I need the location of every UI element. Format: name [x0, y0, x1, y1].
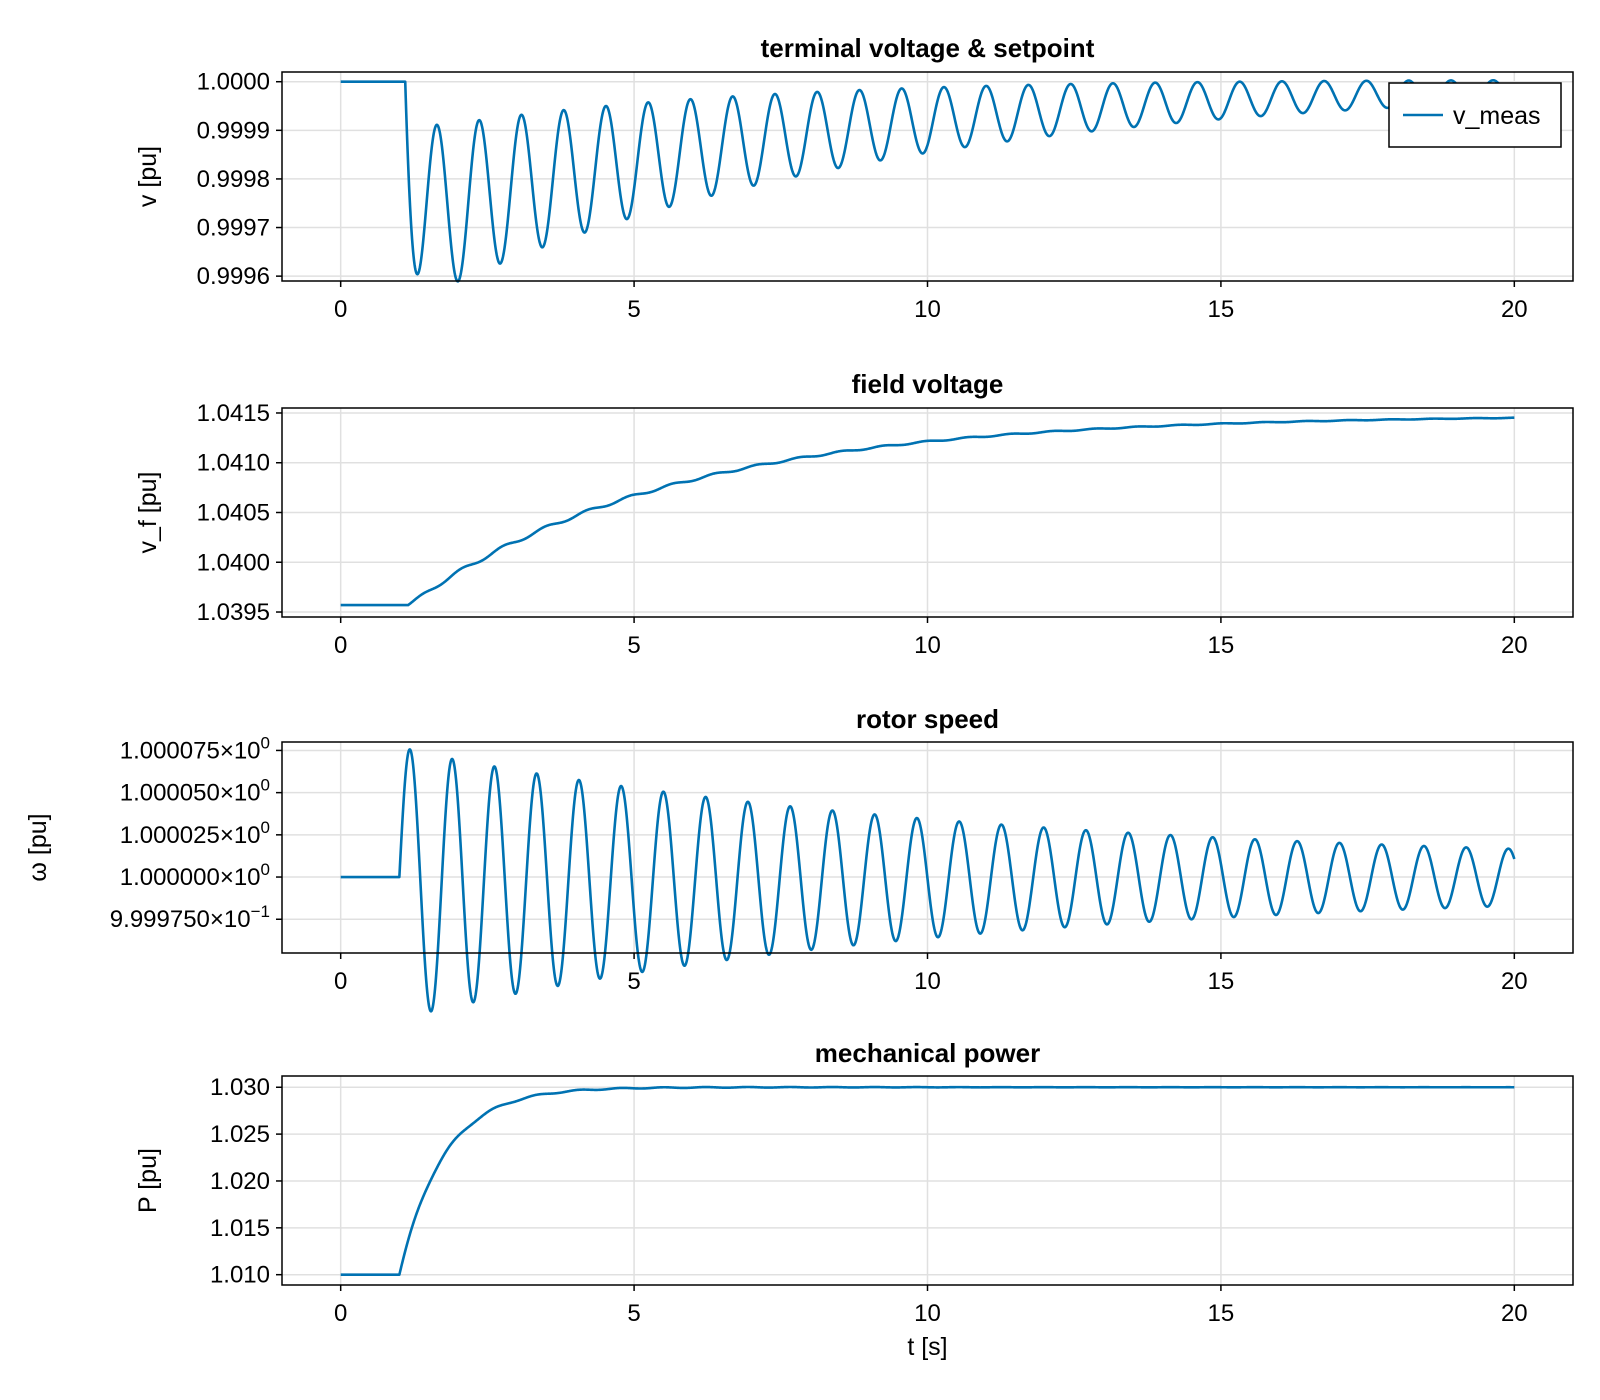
y-axis-label: ω [pu] [24, 813, 52, 881]
y-axis-label: P [pu] [134, 1148, 162, 1213]
y-tick-label: 1.0400 [197, 549, 270, 576]
x-axis-label: t [s] [907, 1333, 947, 1361]
panel-title: terminal voltage & setpoint [761, 33, 1095, 63]
y-tick-label: 1.030 [210, 1074, 270, 1101]
y-tick-label: 1.000050×100 [120, 776, 270, 807]
x-tick-label: 5 [627, 632, 640, 659]
x-tick-label: 10 [914, 1300, 941, 1327]
x-tick-label: 0 [334, 968, 347, 995]
y-tick-label: 1.020 [210, 1168, 270, 1195]
y-tick-label: 1.0000 [197, 69, 270, 96]
x-tick-label: 20 [1501, 632, 1528, 659]
y-tick-label: 1.0405 [197, 500, 270, 527]
panel-1: 0 5 10 15 20 0.9996 0.9997 0.9998 0.9999 1.0000 te… [134, 33, 1574, 323]
y-tick-label: 1.010 [210, 1262, 270, 1289]
series-line [339, 1085, 1516, 1276]
x-tick-label: 0 [334, 632, 347, 659]
x-tick-label: 10 [914, 968, 941, 995]
panel-4: 0 5 10 15 20 1.010 1.015 1.020 1.025 1.030 mechani… [134, 1038, 1574, 1361]
legend: v_meas [1388, 82, 1562, 148]
x-tick-label: 15 [1208, 632, 1235, 659]
series-line [339, 78, 1516, 283]
y-tick-label: 1.0415 [197, 400, 270, 427]
y-tick-label: 1.025 [210, 1121, 270, 1148]
legend-label: v_meas [1453, 102, 1541, 130]
y-tick-label: 1.000000×100 [120, 860, 270, 891]
y-tick-label: 0.9996 [197, 263, 270, 290]
x-tick-label: 0 [334, 296, 347, 323]
x-tick-label: 10 [914, 632, 941, 659]
series-line [339, 748, 1516, 1013]
y-tick-label: 1.015 [210, 1215, 270, 1242]
y-axis-label: v [pu] [134, 146, 162, 207]
panel-3: 0 5 10 15 20 9.999750×10−1 1.000000×100 1.00002… [24, 704, 1574, 1013]
y-tick-label: 1.0410 [197, 450, 270, 477]
y-tick-label: 1.000025×100 [120, 818, 270, 849]
x-tick-label: 20 [1501, 968, 1528, 995]
x-tick-label: 5 [627, 1300, 640, 1327]
x-tick-label: 15 [1208, 296, 1235, 323]
x-tick-label: 10 [914, 296, 941, 323]
y-tick-label: 1.000075×100 [120, 733, 270, 764]
panel-title: field voltage [852, 369, 1004, 399]
x-tick-label: 15 [1208, 1300, 1235, 1327]
y-tick-label: 1.0395 [197, 599, 270, 626]
x-tick-label: 20 [1501, 1300, 1528, 1327]
y-axis-label: v_f [pu] [134, 472, 162, 554]
y-tick-label: 0.9999 [197, 117, 270, 144]
y-tick-label: 9.999750×10−1 [110, 902, 270, 933]
series-line [339, 416, 1516, 607]
x-tick-label: 15 [1208, 968, 1235, 995]
panel-title: rotor speed [856, 704, 999, 734]
x-tick-label: 0 [334, 1300, 347, 1327]
x-tick-label: 20 [1501, 296, 1528, 323]
x-tick-label: 5 [627, 968, 640, 995]
y-tick-label: 0.9997 [197, 215, 270, 242]
x-tick-label: 5 [627, 296, 640, 323]
panel-2: 0 5 10 15 20 1.0395 1.0400 1.0405 1.0410 1.0415 fi… [134, 369, 1574, 659]
y-tick-label: 0.9998 [197, 166, 270, 193]
panel-title: mechanical power [815, 1038, 1040, 1068]
